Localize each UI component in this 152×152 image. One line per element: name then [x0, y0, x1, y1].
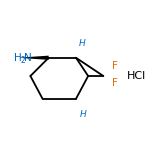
Text: H: H	[14, 53, 21, 63]
Text: F: F	[112, 61, 118, 71]
Text: 2: 2	[20, 56, 25, 65]
Text: F: F	[112, 78, 118, 88]
Text: H: H	[79, 110, 86, 119]
Text: H: H	[79, 39, 85, 48]
Text: N: N	[24, 53, 31, 63]
Polygon shape	[20, 56, 49, 60]
Text: HCl: HCl	[127, 71, 146, 81]
